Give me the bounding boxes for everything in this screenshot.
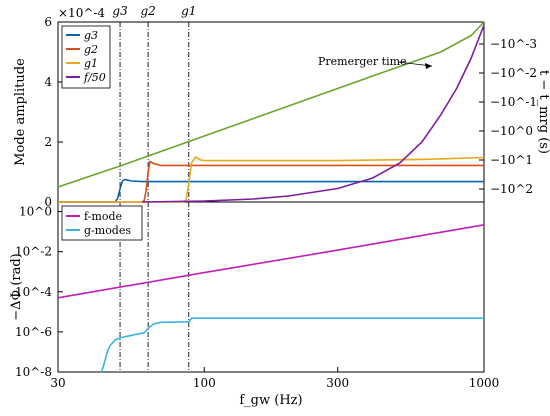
bottom-series-g-modes [100,317,484,373]
xtick-label: 100 [193,376,216,390]
xtick-label: 300 [326,376,349,390]
bottom-legend-label: g-modes [84,224,131,237]
top-legend-label: g2 [84,43,98,56]
bottom-ytick-label: 10^-4 [15,285,52,299]
top-series-g3 [58,178,484,203]
xtick-label: 30 [50,376,65,390]
top-right-y-axis-label: t − t_mrg (s) [536,70,550,154]
right-ytick-label: −10^-2 [490,66,537,80]
vline-label-g1: g1 [181,4,196,18]
bottom-panel-frame [57,201,485,373]
top-series-premerger-time [57,21,485,188]
top-series-g2 [58,160,484,203]
right-ytick-label: −10^1 [490,153,533,167]
right-ytick-label: −10^-1 [490,95,537,109]
xtick-label: 1000 [469,376,500,390]
top-y-multiplier: ×10^-4 [58,6,105,20]
right-ytick-label: −10^-3 [490,37,537,51]
top-ytick-label: 0 [44,195,52,209]
top-ytick-label: 4 [44,75,52,89]
bottom-y-axis-label: −ΔΦ (rad) [9,253,24,321]
vline-label-g2: g2 [140,4,155,18]
top-y-axis-label: Mode amplitude [13,58,28,166]
premerger-annotation: Premerger time [318,55,407,68]
vline-label-g3: g3 [112,4,128,18]
bottom-series-f-mode [57,224,485,299]
top-series-g1 [58,155,485,203]
top-ytick-label: 2 [44,135,52,149]
premerger-arrowhead [425,63,432,69]
bottom-ytick-label: 10^-2 [15,245,52,259]
top-series-f-50 [142,24,485,203]
bottom-ytick-label: 10^-6 [15,325,52,339]
bottom-legend-label: f-mode [84,210,122,223]
top-legend-label: f/50 [83,71,106,84]
bottom-ytick-label: 10^0 [19,205,52,219]
top-legend-label: g3 [84,29,98,42]
bottom-ytick-label: 10^-8 [15,365,52,379]
right-ytick-label: −10^2 [490,182,533,196]
bottom-x-axis-label: f_gw (Hz) [239,393,302,408]
top-ytick-label: 6 [44,15,52,29]
bottom-legend-box [61,205,143,241]
right-ytick-label: −10^0 [490,124,533,138]
top-legend-label: g1 [84,57,98,70]
